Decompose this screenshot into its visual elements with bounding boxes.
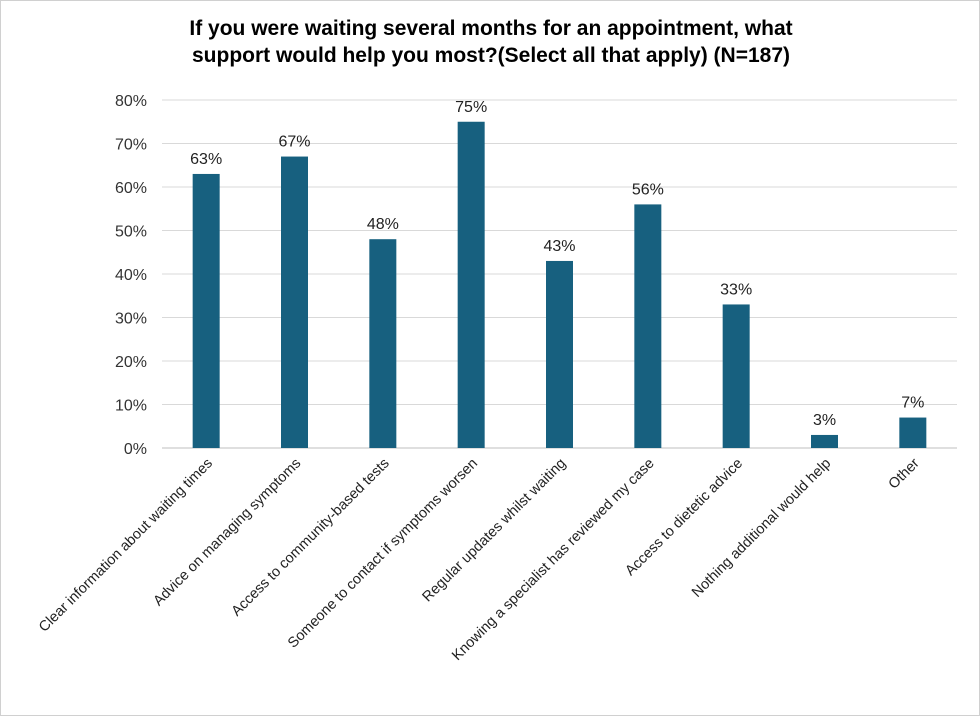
category-label: Access to community-based tests [229,456,393,620]
chart-title: If you were waiting several months for a… [61,15,921,69]
y-tick-label: 20% [115,354,147,371]
y-tick-label: 80% [115,93,147,110]
y-tick-label: 60% [115,180,147,197]
bar [369,239,397,448]
bar [722,304,750,448]
category-label: Nothing additional would help [689,456,834,601]
y-tick-label: 10% [115,398,147,415]
data-label: 75% [455,99,487,116]
data-label: 63% [190,151,222,168]
data-label: 56% [632,181,664,198]
y-tick-label: 40% [115,267,147,284]
data-label: 67% [278,134,310,151]
y-tick-label: 50% [115,224,147,241]
category-label: Other [886,455,923,492]
data-label: 3% [813,412,836,429]
data-label: 48% [367,216,399,233]
y-tick-label: 30% [115,311,147,328]
bar [546,260,573,448]
data-label: 43% [543,238,575,255]
bar [634,204,662,448]
bar [899,417,927,448]
category-label: Clear information about waiting times [36,456,216,636]
y-tick-label: 0% [124,441,147,458]
bar [281,156,308,449]
category-label: Knowing a specialist has reviewed my cas… [449,456,657,664]
category-label: Someone to contact if symptoms worsen [285,456,481,652]
category-label: Regular updates whilst waiting [420,456,570,606]
bar [457,121,485,448]
bar [192,173,220,448]
bar [811,434,838,448]
chart-title-line2: support would help you most?(Select all … [192,44,790,67]
data-label: 33% [720,281,752,298]
chart-title-line1: If you were waiting several months for a… [189,17,793,40]
data-label: 7% [901,395,924,412]
category-label: Advice on managing symptoms [151,456,305,610]
y-tick-label: 70% [115,137,147,154]
